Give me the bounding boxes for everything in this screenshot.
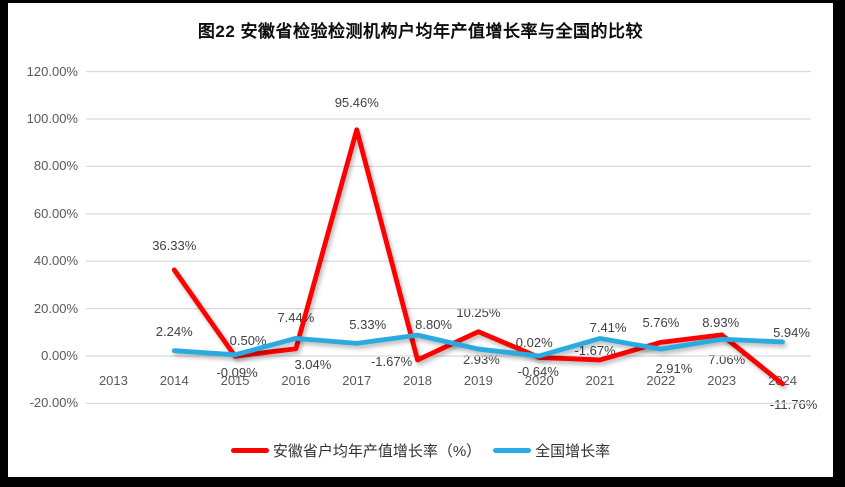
data-label-national-2021: 7.41% [589,320,627,336]
data-label-anhui-2014: 36.33% [152,237,197,253]
legend-label-anhui: 安徽省户均年产值增长率（%） [272,443,482,460]
chart-legend: 安徽省户均年产值增长率（%） 全国增长率 [8,440,833,461]
data-label-national-2018: 8.80% [415,317,452,333]
y-axis-tick-label: 0.00% [41,348,78,363]
data-label-national-2019: 2.93% [462,352,500,368]
y-axis-tick-label: 60.00% [33,205,78,221]
x-axis-year-label: 2018 [403,373,433,388]
chart-title: 图22 安徽省检验检测机构户均年产值增长率与全国的比较 [197,22,644,41]
data-label-national-2015: 0.50% [229,332,267,348]
data-label-national-2020: 0.02% [515,334,553,350]
y-axis-tick-label: 100.00% [26,111,78,126]
data-label-anhui-2018: -1.67% [370,353,413,369]
anhui-line-swatch [230,448,269,453]
legend-item-national: 全国增长率 [493,440,610,461]
data-label-national-2024: 5.94% [773,324,810,340]
data-label-anhui-2017: 95.46% [334,94,379,110]
y-axis-tick-label: 120.00% [26,63,78,79]
national-line-swatch [493,448,532,453]
data-label-national-2023: 7.06% [708,352,746,368]
legend-label-national: 全国增长率 [535,443,611,460]
y-axis-tick-label: 80.00% [33,158,78,174]
x-axis-year-label: 2017 [342,373,372,388]
y-axis-tick-label: -20.00% [29,395,78,411]
data-label-anhui-2016: 3.04% [294,356,332,372]
legend-item-anhui: 安徽省户均年产值增长率（%） [230,440,482,461]
x-axis-year-label: 2013 [98,373,128,388]
y-axis-tick-label: 20.00% [33,300,78,316]
y-axis-tick-label: 40.00% [33,253,78,269]
x-axis-year-label: 2024 [768,373,797,388]
data-label-anhui-2024: -11.76% [769,396,818,412]
